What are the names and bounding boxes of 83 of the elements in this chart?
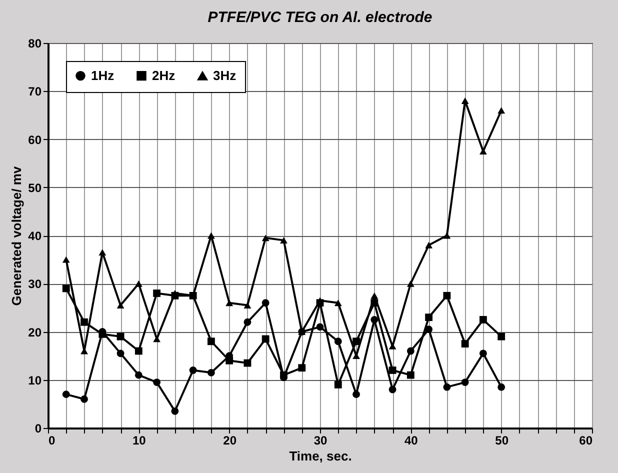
point xyxy=(262,299,270,307)
point xyxy=(116,332,124,340)
point xyxy=(352,390,360,398)
point xyxy=(443,232,451,239)
x-tick-label: 50 xyxy=(495,434,509,448)
point xyxy=(316,323,324,331)
chart-title: PTFE/PVC TEG on Al. electrode xyxy=(208,9,432,26)
point xyxy=(498,383,506,391)
point xyxy=(134,347,142,355)
point xyxy=(461,340,469,348)
y-tick-label: 50 xyxy=(28,180,42,195)
point xyxy=(207,338,215,346)
y-tick-label: 60 xyxy=(28,132,42,147)
y-tick-label: 30 xyxy=(28,277,42,292)
point xyxy=(461,378,469,386)
point xyxy=(153,290,161,297)
point xyxy=(134,371,142,379)
x-tick-label: 10 xyxy=(132,434,146,448)
point xyxy=(62,390,70,398)
x-tick-label: 60 xyxy=(579,434,593,448)
point xyxy=(425,326,433,334)
point xyxy=(244,302,252,308)
point xyxy=(116,350,124,358)
x-tick-label: 0 xyxy=(48,434,56,448)
point xyxy=(116,302,124,308)
point xyxy=(153,378,161,386)
point xyxy=(80,318,88,326)
point xyxy=(298,364,306,372)
point xyxy=(406,371,414,379)
point xyxy=(352,338,360,346)
legend-label: 3Hz xyxy=(213,68,237,84)
point xyxy=(80,395,88,403)
point xyxy=(62,256,70,263)
point xyxy=(425,314,433,322)
point xyxy=(388,366,396,374)
point xyxy=(498,332,506,340)
point xyxy=(443,292,451,300)
point xyxy=(226,300,234,306)
point xyxy=(334,338,342,346)
point xyxy=(98,330,106,338)
point xyxy=(334,300,342,306)
point xyxy=(425,242,433,248)
point xyxy=(498,107,506,114)
point xyxy=(280,371,288,379)
point xyxy=(62,284,70,292)
point xyxy=(262,335,270,343)
point xyxy=(406,280,414,287)
y-tick-label: 20 xyxy=(28,325,42,340)
point xyxy=(406,347,414,355)
x-tick-label: 20 xyxy=(223,434,237,448)
y-tick-label: 80 xyxy=(28,36,42,50)
y-tick-label: 40 xyxy=(28,229,42,243)
y-tick-label: 10 xyxy=(28,373,42,388)
point xyxy=(280,237,288,244)
legend-label: 2Hz xyxy=(152,68,176,83)
x-tick-label: 40 xyxy=(404,434,418,448)
point xyxy=(388,386,396,394)
point xyxy=(479,148,487,154)
point xyxy=(370,316,378,324)
y-tick-label: 70 xyxy=(28,84,42,99)
point xyxy=(370,299,378,307)
x-axis-title: Time, sec. xyxy=(289,448,352,464)
point xyxy=(134,280,142,287)
point xyxy=(153,336,161,342)
point xyxy=(443,383,451,391)
point xyxy=(171,407,179,415)
point xyxy=(479,316,487,324)
x-tick-label: 30 xyxy=(314,434,328,448)
point xyxy=(244,318,252,326)
y-axis-title: Generated voltage/ mv xyxy=(9,166,24,306)
point xyxy=(334,380,342,388)
point xyxy=(98,249,106,256)
point xyxy=(479,350,487,358)
point xyxy=(226,356,234,364)
point xyxy=(262,234,270,242)
point xyxy=(461,98,469,104)
point xyxy=(370,292,378,299)
point xyxy=(207,368,215,376)
y-tick-label: 0 xyxy=(34,422,42,436)
point xyxy=(207,232,215,239)
legend-label: 1Hz xyxy=(91,68,115,83)
point xyxy=(189,366,197,374)
point xyxy=(316,297,324,304)
